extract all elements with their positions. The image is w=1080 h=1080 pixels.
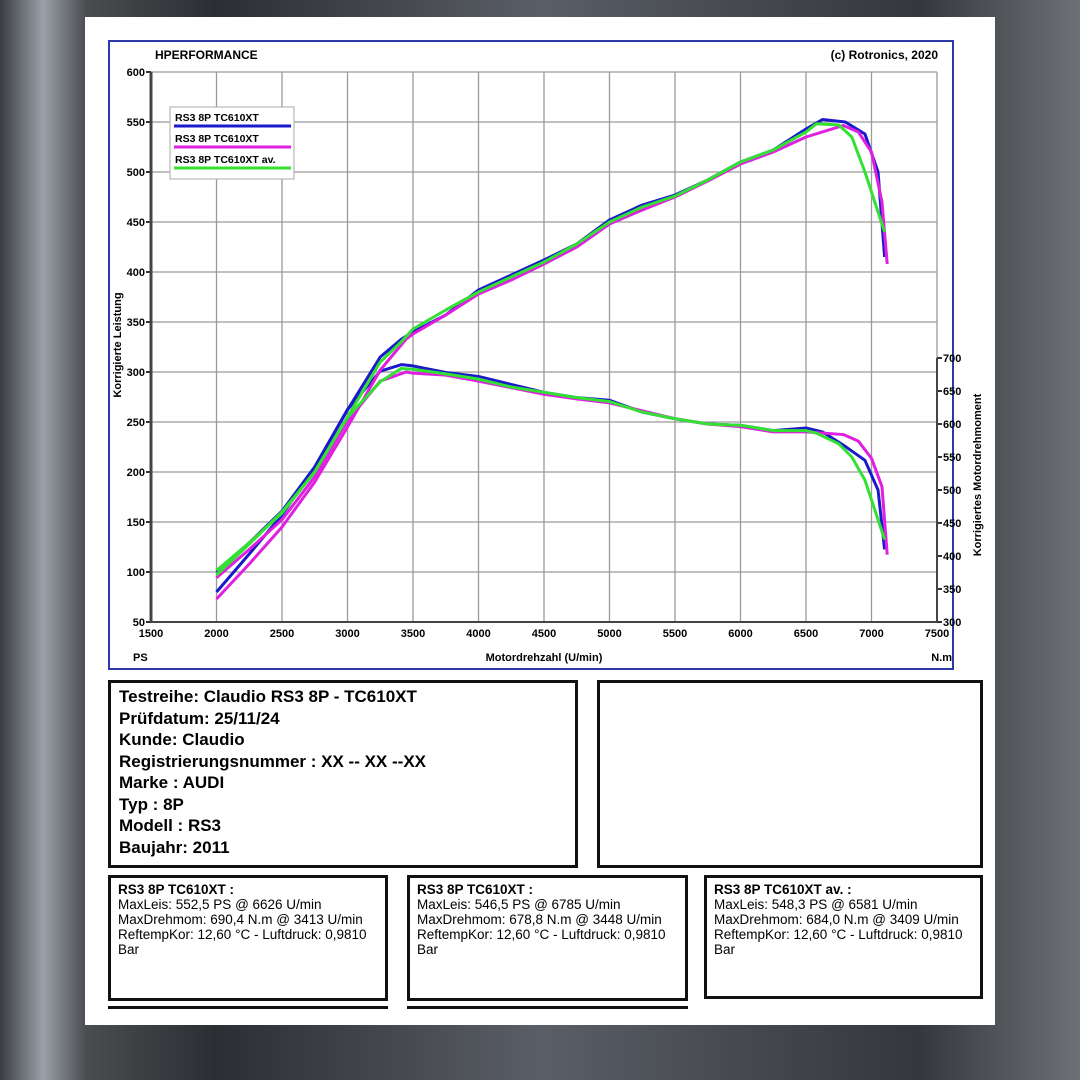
info-line: Testreihe: Claudio RS3 8P - TC610XT <box>119 687 417 706</box>
result-line: MaxLeis: 548,3 PS @ 6581 U/min <box>714 897 918 912</box>
result-line: ReftempKor: 12,60 °C - Luftdruck: 0,9810… <box>118 927 367 957</box>
x-tick-label: 2500 <box>270 628 294 640</box>
result-title: RS3 8P TC610XT : <box>118 882 235 897</box>
power-curve-1 <box>215 118 887 593</box>
y-left-tick-label: 550 <box>127 117 145 129</box>
result-line: MaxDrehmom: 678,8 N.m @ 3448 U/min <box>417 912 662 927</box>
info-line: Modell : RS3 <box>119 816 222 835</box>
left-unit-label: PS <box>133 652 148 664</box>
info-line: Typ : 8P <box>119 794 184 814</box>
x-tick-label: 4000 <box>466 628 490 640</box>
y-right-axis-label: Korrigiertes Motordrehmoment <box>972 393 984 556</box>
notes-box <box>597 680 983 868</box>
info-line: Registrierungsnummer : XX -- XX --XX <box>119 751 426 771</box>
divider <box>407 1006 688 1009</box>
y-right-tick-label: 500 <box>943 485 961 497</box>
y-left-tick-label: 350 <box>127 317 145 329</box>
y-right-tick-label: 350 <box>943 584 961 596</box>
info-line: Marke : AUDI <box>119 773 225 792</box>
result-box-1: RS3 8P TC610XT : MaxLeis: 552,5 PS @ 6626… <box>108 875 388 1001</box>
result-line: MaxLeis: 546,5 PS @ 6785 U/min <box>417 897 621 912</box>
x-axis-label: Motordrehzahl (U/min) <box>486 652 603 664</box>
y-right-tick-label: 300 <box>943 617 961 629</box>
x-tick-label: 2000 <box>204 628 228 640</box>
x-tick-label: 7000 <box>859 628 883 640</box>
torque-curve-2 <box>215 370 889 579</box>
y-left-tick-label: 250 <box>127 417 145 429</box>
x-tick-label: 3500 <box>401 628 425 640</box>
result-box-2: RS3 8P TC610XT : MaxLeis: 546,5 PS @ 6785… <box>407 875 688 1001</box>
y-left-tick-label: 450 <box>127 217 145 229</box>
result-title: RS3 8P TC610XT : <box>417 882 534 897</box>
x-tick-label: 1500 <box>139 628 163 640</box>
brand-label: HPERFORMANCE <box>155 48 258 62</box>
y-left-tick-label: 200 <box>127 467 145 479</box>
y-right-tick-label: 700 <box>943 353 961 365</box>
x-tick-label: 5000 <box>597 628 621 640</box>
divider <box>108 1006 388 1009</box>
info-line: Prüfdatum: 25/11/24 <box>119 708 280 728</box>
result-line: MaxLeis: 552,5 PS @ 6626 U/min <box>118 897 322 912</box>
y-left-tick-label: 150 <box>127 517 145 529</box>
x-tick-label: 6000 <box>728 628 752 640</box>
y-left-tick-label: 50 <box>133 617 145 629</box>
y-right-tick-label: 450 <box>943 518 961 530</box>
info-line: Kunde: Claudio <box>119 730 245 749</box>
y-left-tick-label: 400 <box>127 267 145 279</box>
legend-label: RS3 8P TC610XT av. <box>175 154 276 166</box>
power-curve-3 <box>215 122 887 577</box>
legend-label: RS3 8P TC610XT <box>175 112 259 124</box>
y-right-tick-label: 550 <box>943 452 961 464</box>
torque-curve-3 <box>215 367 887 572</box>
x-tick-label: 5500 <box>663 628 687 640</box>
result-title: RS3 8P TC610XT av. : <box>714 882 852 897</box>
x-tick-label: 3000 <box>335 628 359 640</box>
right-unit-label: N.m <box>931 652 952 664</box>
info-line: Baujahr: 2011 <box>119 837 230 857</box>
x-tick-label: 6500 <box>794 628 818 640</box>
y-left-tick-label: 100 <box>127 567 145 579</box>
y-right-tick-label: 400 <box>943 551 961 563</box>
result-box-3: RS3 8P TC610XT av. : MaxLeis: 548,3 PS @ … <box>704 875 983 999</box>
y-right-tick-label: 600 <box>943 419 961 431</box>
result-line: MaxDrehmom: 684,0 N.m @ 3409 U/min <box>714 912 959 927</box>
result-line: ReftempKor: 12,60 °C - Luftdruck: 0,9810… <box>417 927 666 957</box>
y-left-tick-label: 500 <box>127 167 145 179</box>
test-info-box: Testreihe: Claudio RS3 8P - TC610XT Prüfd… <box>108 680 578 868</box>
power-curve-2 <box>215 124 889 601</box>
y-left-tick-label: 300 <box>127 367 145 379</box>
legend-label: RS3 8P TC610XT <box>175 133 259 145</box>
result-line: MaxDrehmom: 690,4 N.m @ 3413 U/min <box>118 912 363 927</box>
copyright-label: (c) Rotronics, 2020 <box>831 48 939 62</box>
y-right-tick-label: 650 <box>943 386 961 398</box>
x-tick-label: 7500 <box>925 628 949 640</box>
result-line: ReftempKor: 12,60 °C - Luftdruck: 0,9810… <box>714 927 963 957</box>
y-left-axis-label: Korrigierte Leistung <box>112 292 124 397</box>
x-tick-label: 4500 <box>532 628 556 640</box>
chart-frame <box>108 40 954 670</box>
y-left-tick-label: 600 <box>127 67 145 79</box>
